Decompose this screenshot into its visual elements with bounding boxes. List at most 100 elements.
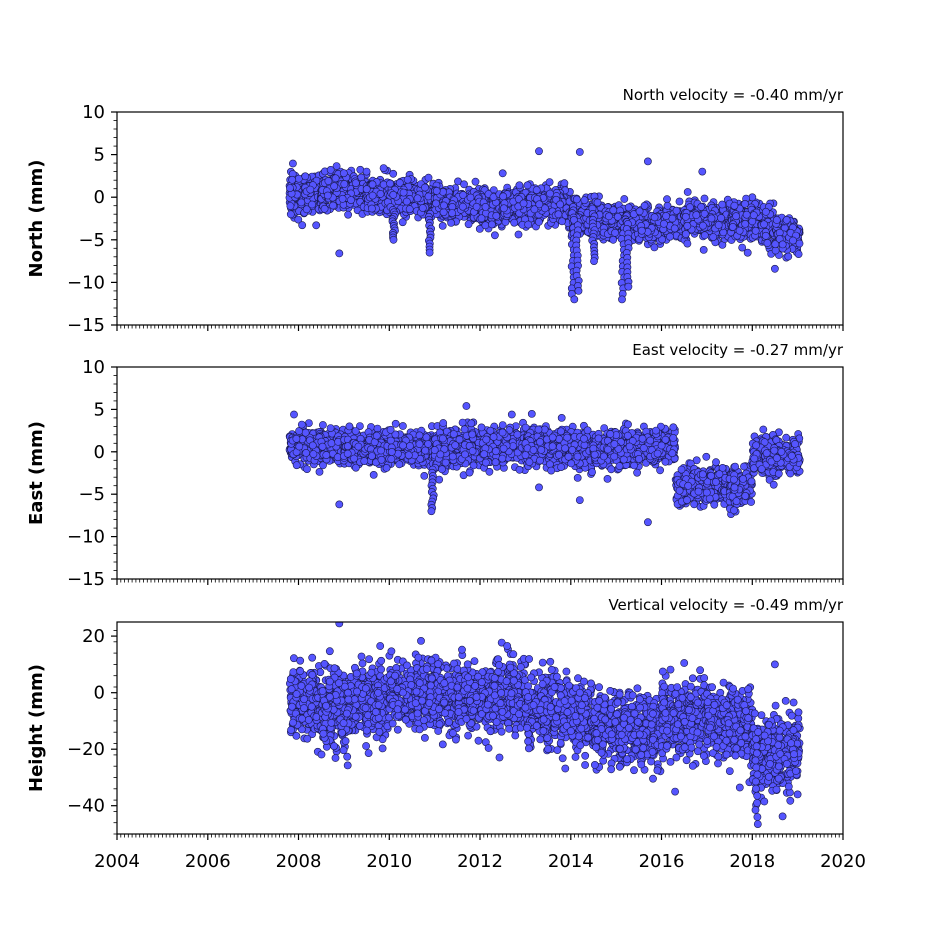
- data-point: [609, 235, 618, 244]
- data-point: [315, 467, 324, 476]
- data-point: [662, 212, 670, 220]
- data-point: [700, 194, 709, 203]
- data-point: [751, 226, 760, 235]
- data-point: [683, 239, 692, 248]
- data-point: [286, 210, 295, 219]
- data-point-spike: [570, 295, 579, 304]
- data-point: [556, 200, 564, 209]
- data-point: [448, 209, 456, 217]
- data-point: [351, 179, 360, 187]
- data-point: [395, 178, 404, 187]
- data-point: [308, 200, 316, 209]
- data-point: [490, 231, 499, 240]
- data-point: [709, 233, 718, 241]
- data-point: [458, 202, 467, 211]
- data-point: [330, 182, 339, 191]
- data-point: [613, 212, 622, 221]
- data-point: [286, 184, 294, 192]
- y-tick-label: −5: [78, 230, 105, 251]
- data-point-outlier: [535, 147, 543, 156]
- y-tick-label: −15: [67, 315, 105, 336]
- data-point: [789, 236, 797, 245]
- data-point: [398, 422, 407, 430]
- data-point: [778, 240, 787, 249]
- data-point: [439, 187, 447, 196]
- data-point: [292, 461, 301, 470]
- data-point: [609, 206, 618, 215]
- data-point-spike: [425, 248, 434, 257]
- data-point: [795, 239, 804, 248]
- data-point: [288, 175, 297, 184]
- data-point: [403, 175, 412, 184]
- data-point: [782, 215, 791, 224]
- data-point: [620, 195, 629, 203]
- data-point: [459, 191, 468, 199]
- data-point: [312, 221, 321, 230]
- data-point: [294, 215, 303, 224]
- data-point: [624, 203, 633, 212]
- data-point: [399, 188, 408, 197]
- panel-title-north: North velocity = -0.40 mm/yr: [623, 86, 844, 104]
- data-point: [523, 181, 532, 190]
- data-point: [663, 201, 672, 210]
- data-point: [386, 179, 394, 188]
- data-point: [421, 183, 429, 192]
- data-point: [700, 231, 709, 240]
- data-point: [308, 441, 317, 450]
- data-point: [464, 220, 473, 229]
- data-point: [730, 201, 739, 210]
- data-point: [302, 448, 310, 457]
- data-point: [369, 470, 378, 479]
- data-point: [580, 196, 589, 205]
- data-point: [477, 214, 486, 223]
- data-point: [466, 193, 475, 202]
- data-point: [560, 179, 569, 188]
- data-point: [389, 190, 398, 199]
- data-point: [323, 191, 332, 200]
- data-point: [499, 192, 508, 201]
- data-point: [683, 221, 692, 230]
- data-point: [519, 199, 528, 208]
- data-point: [650, 213, 659, 222]
- data-point: [432, 199, 440, 208]
- data-point: [332, 162, 341, 170]
- data-point-outlier: [335, 249, 344, 258]
- data-points-north: [285, 147, 804, 304]
- data-point: [362, 185, 371, 194]
- data-point: [637, 226, 646, 235]
- data-point: [379, 180, 388, 189]
- data-point: [288, 159, 297, 168]
- data-point: [439, 208, 448, 217]
- data-point: [699, 221, 707, 230]
- data-point: [301, 172, 310, 181]
- data-point: [692, 211, 701, 219]
- y-tick-label: −10: [67, 272, 105, 293]
- data-point: [331, 174, 340, 183]
- data-point: [367, 204, 376, 213]
- y-tick-label: 5: [94, 145, 105, 166]
- data-point-spike: [574, 286, 583, 295]
- data-point: [532, 186, 541, 194]
- data-point-spike: [389, 235, 398, 244]
- data-point: [492, 211, 501, 220]
- data-point: [717, 214, 725, 222]
- data-point: [447, 218, 455, 227]
- data-point: [535, 200, 544, 209]
- data-point-outlier: [575, 148, 584, 156]
- data-point: [545, 178, 554, 186]
- data-point: [368, 180, 377, 189]
- data-point: [481, 221, 490, 230]
- data-point: [510, 218, 519, 227]
- data-point: [460, 180, 468, 189]
- data-point-spike: [590, 257, 598, 265]
- data-point: [389, 169, 398, 178]
- data-point: [570, 215, 578, 224]
- data-point: [326, 424, 335, 432]
- data-point: [635, 207, 644, 216]
- data-point: [347, 196, 355, 204]
- data-point-outlier: [644, 157, 652, 166]
- data-point: [487, 220, 496, 229]
- data-point: [413, 194, 422, 203]
- data-point: [324, 177, 333, 185]
